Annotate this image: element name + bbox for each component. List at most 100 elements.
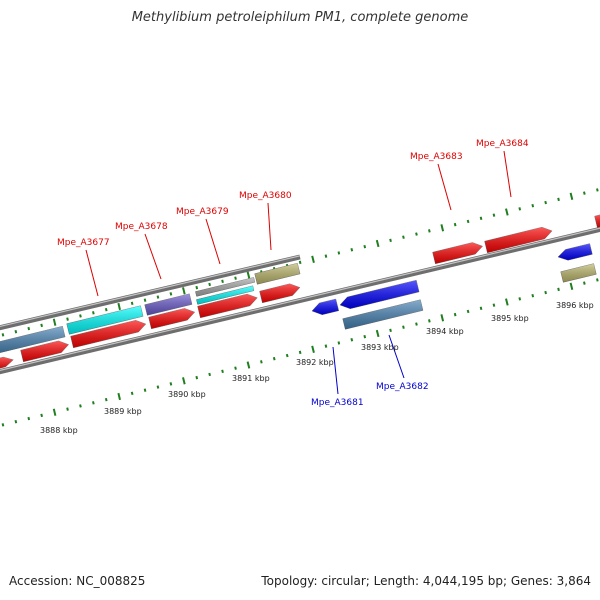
ruler-tick — [118, 303, 120, 310]
ruler-tick — [28, 327, 29, 330]
kbp-label: 3893 kbp — [361, 343, 399, 352]
ruler-tick — [158, 386, 159, 389]
ruler-tick — [584, 282, 585, 285]
ruler-tick — [545, 201, 546, 204]
ruler-tick — [481, 307, 482, 310]
gene-label: Mpe_A3680 — [239, 191, 292, 201]
ruler-tick — [222, 280, 223, 283]
ruler-tick — [54, 409, 56, 416]
ruler-tick — [571, 283, 573, 290]
ruler-tick — [429, 319, 430, 322]
ruler-tick — [597, 189, 598, 192]
ruler-tick — [158, 296, 159, 299]
kbp-label: 3895 kbp — [491, 314, 529, 323]
ruler-tick — [145, 389, 146, 392]
ruler-tick — [171, 382, 172, 385]
ruler-tick — [468, 310, 469, 313]
ruler-tick — [416, 233, 417, 236]
label-leader-line — [333, 347, 338, 394]
ruler-tick — [377, 330, 379, 337]
ruler-tick — [106, 398, 107, 401]
ruler-tick — [41, 324, 42, 327]
ruler-tick — [209, 373, 210, 376]
ruler-tick — [364, 245, 365, 248]
ruler-tick — [519, 297, 520, 300]
genome-summary: Topology: circular; Length: 4,044,195 bp… — [261, 574, 591, 588]
ruler-tick — [196, 376, 197, 379]
kbp-label: 3892 kbp — [296, 358, 334, 367]
ruler-tick — [171, 292, 172, 295]
ruler-tick — [403, 326, 404, 329]
gene-label: Mpe_A3683 — [410, 152, 463, 162]
ruler-tick — [132, 392, 133, 395]
ruler-tick — [209, 283, 210, 286]
ruler-tick — [339, 342, 340, 345]
ruler-tick — [93, 401, 94, 404]
ruler-tick — [506, 209, 508, 216]
ruler-tick — [80, 405, 81, 408]
ruler-tick — [377, 240, 379, 247]
label-leader-line — [206, 219, 220, 264]
ruler-tick — [16, 420, 17, 423]
ruler-tick — [80, 315, 81, 318]
ruler-tick — [248, 272, 250, 279]
ruler-tick — [584, 192, 585, 195]
ruler-tick — [364, 335, 365, 338]
kbp-label: 3888 kbp — [40, 426, 78, 435]
ruler-tick — [326, 345, 327, 348]
ruler-tick — [351, 248, 352, 251]
ruler-tick — [390, 329, 391, 332]
gene-label: Mpe_A3678 — [115, 222, 168, 232]
ruler-tick — [28, 417, 29, 420]
ruler-tick — [67, 408, 68, 411]
ruler-tick — [287, 354, 288, 357]
ruler-tick — [3, 333, 4, 336]
feature-shading — [595, 215, 600, 228]
ruler-tick — [545, 291, 546, 294]
ruler-tick — [248, 362, 250, 369]
feature-shading — [561, 264, 597, 283]
ruler-tick — [274, 357, 275, 360]
feature-shading — [558, 244, 592, 261]
label-leader-line — [268, 203, 271, 250]
kbp-label: 3896 kbp — [556, 301, 594, 310]
ruler-tick — [235, 367, 236, 370]
gene-label: Mpe_A3677 — [57, 238, 110, 248]
ruler-tick — [196, 286, 197, 289]
ruler-tick — [235, 277, 236, 280]
accession-label: Accession: NC_008825 — [9, 574, 145, 588]
ruler-tick — [106, 308, 107, 311]
gene-label: Mpe_A3682 — [376, 382, 429, 392]
ruler-tick — [558, 288, 559, 291]
ruler-tick — [351, 338, 352, 341]
label-leader-line — [389, 335, 404, 378]
ruler-tick — [300, 261, 301, 264]
ruler-tick — [506, 299, 508, 306]
ruler-tick — [16, 330, 17, 333]
ruler-tick — [312, 346, 314, 353]
ruler-tick — [597, 279, 598, 282]
ruler-tick — [429, 229, 430, 232]
ruler-tick — [326, 255, 327, 258]
ruler-tick — [118, 393, 120, 400]
gene-label: Mpe_A3684 — [476, 139, 529, 149]
ruler-tick — [67, 318, 68, 321]
kbp-label: 3889 kbp — [104, 407, 142, 416]
ruler-tick — [571, 193, 573, 200]
kbp-label: 3891 kbp — [232, 374, 270, 383]
ruler-tick — [41, 414, 42, 417]
label-leader-line — [504, 151, 511, 197]
ruler-tick — [54, 319, 56, 326]
ruler-tick — [300, 351, 301, 354]
ruler-tick — [532, 294, 533, 297]
ruler-tick — [455, 223, 456, 226]
label-leader-line — [145, 234, 161, 279]
ruler-tick — [132, 302, 133, 305]
ruler-tick — [183, 377, 185, 384]
ruler-tick — [339, 252, 340, 255]
kbp-label: 3890 kbp — [168, 390, 206, 399]
gene-label: Mpe_A3679 — [176, 207, 229, 217]
gene-label: Mpe_A3681 — [311, 398, 364, 408]
ruler-tick — [312, 256, 314, 263]
ruler-tick — [455, 313, 456, 316]
